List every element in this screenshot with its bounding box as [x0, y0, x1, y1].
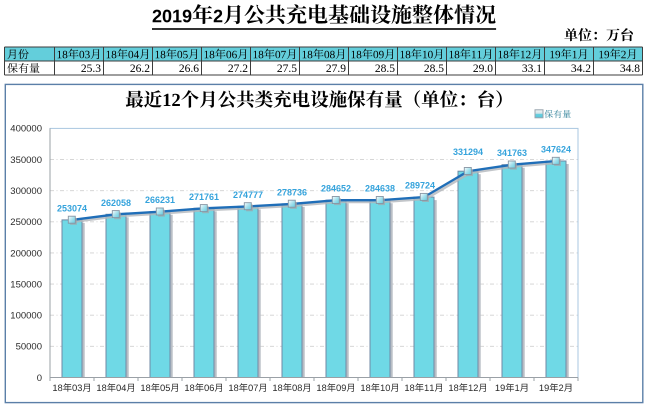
svg-text:200000: 200000 — [10, 248, 42, 259]
svg-text:284652: 284652 — [321, 184, 351, 194]
svg-text:26.6: 26.6 — [179, 63, 199, 75]
svg-text:253074: 253074 — [57, 203, 87, 213]
svg-text:250000: 250000 — [10, 217, 42, 228]
svg-text:25.3: 25.3 — [81, 63, 101, 75]
svg-text:289724: 289724 — [405, 181, 435, 191]
svg-text:347624: 347624 — [541, 145, 571, 155]
svg-text:28.5: 28.5 — [375, 63, 395, 75]
svg-text:150000: 150000 — [10, 279, 42, 290]
svg-text:27.9: 27.9 — [326, 63, 346, 75]
svg-text:34.2: 34.2 — [571, 63, 591, 75]
svg-text:341763: 341763 — [497, 148, 527, 158]
svg-text:29.0: 29.0 — [473, 63, 493, 75]
svg-text:266231: 266231 — [145, 195, 175, 205]
svg-text:284638: 284638 — [365, 184, 395, 194]
svg-text:274777: 274777 — [233, 190, 263, 200]
svg-text:50000: 50000 — [16, 342, 42, 353]
svg-text:34.8: 34.8 — [620, 63, 640, 75]
svg-text:27.2: 27.2 — [228, 63, 248, 75]
svg-text:350000: 350000 — [10, 155, 42, 166]
svg-text:262058: 262058 — [101, 198, 131, 208]
svg-text:27.5: 27.5 — [277, 63, 297, 75]
svg-text:0: 0 — [37, 373, 42, 384]
svg-text:331294: 331294 — [453, 147, 483, 157]
svg-text:33.1: 33.1 — [522, 63, 542, 75]
svg-text:278736: 278736 — [277, 187, 307, 197]
svg-text:26.2: 26.2 — [130, 63, 150, 75]
svg-text:271761: 271761 — [189, 192, 219, 202]
svg-text:400000: 400000 — [10, 124, 42, 135]
svg-text:28.5: 28.5 — [424, 63, 444, 75]
svg-text:300000: 300000 — [10, 186, 42, 197]
svg-text:100000: 100000 — [10, 311, 42, 322]
